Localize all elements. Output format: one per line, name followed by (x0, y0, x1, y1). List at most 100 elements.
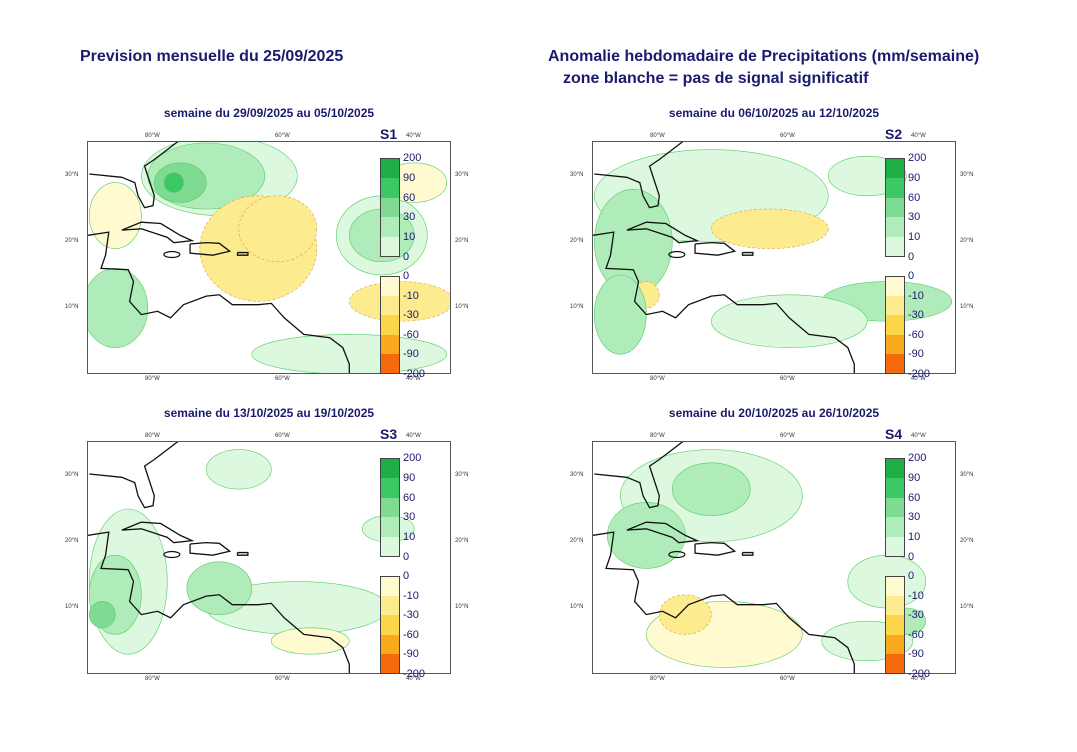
legend-swatch (381, 634, 399, 654)
legend-swatch (886, 159, 904, 179)
lon-tick-top: 40°W (911, 133, 926, 139)
coastline (89, 142, 179, 209)
anomaly-region (672, 462, 751, 516)
legend-label: 0 (403, 270, 410, 282)
legend-swatch (886, 236, 904, 256)
legend-label: -30 (908, 309, 924, 322)
lon-tick-top: 80°W (145, 433, 160, 439)
lat-tick-left: 10°N (65, 604, 79, 610)
legend-negative (885, 276, 905, 374)
anomaly-region (271, 627, 350, 655)
legend-label: 0 (908, 270, 915, 282)
panel-label: S3 (380, 426, 398, 442)
legend-label: -10 (403, 589, 419, 602)
legend-positive (885, 458, 905, 557)
coastline (121, 521, 195, 544)
lat-tick-right: 30°N (960, 172, 974, 178)
figure-note: zone blanche = pas de signal significati… (563, 70, 869, 87)
legend-swatch (886, 536, 904, 556)
lon-tick-bottom: 80°W (145, 376, 160, 382)
legend-swatch (886, 653, 904, 673)
legend-swatch (886, 217, 904, 237)
legend-label: 30 (908, 511, 921, 524)
lat-tick-right: 10°N (455, 604, 469, 610)
figure-title: Prevision mensuelle du 25/09/2025 (80, 48, 344, 65)
legend-swatch (381, 517, 399, 537)
legend-swatch (886, 497, 904, 518)
lat-tick-left: 20°N (65, 238, 79, 244)
legend-swatch (886, 197, 904, 218)
legend-swatch (381, 653, 399, 673)
legend-label: -60 (908, 628, 924, 641)
coastline (121, 221, 195, 244)
lon-tick-bottom: 80°W (650, 376, 665, 382)
lat-tick-right: 20°N (960, 538, 974, 544)
legend-swatch (381, 596, 399, 616)
legend-label: 0 (908, 551, 915, 563)
panel-title: semaine du 20/10/2025 au 26/10/2025 (668, 406, 880, 420)
lat-tick-left: 30°N (570, 172, 584, 178)
legend-swatch (381, 615, 399, 635)
lat-tick-right: 10°N (455, 304, 469, 310)
coastline (189, 541, 232, 556)
legend-swatch (381, 577, 399, 597)
coastline (236, 251, 249, 256)
panel-label: S4 (885, 426, 903, 442)
lat-tick-left: 20°N (570, 538, 584, 544)
legend-swatch (381, 478, 399, 498)
lat-tick-left: 30°N (570, 472, 584, 478)
legend-swatch (381, 459, 399, 479)
lon-tick-bottom: 40°W (911, 676, 926, 682)
legend-label: 90 (908, 171, 921, 184)
coastline (626, 221, 700, 244)
anomaly-region (349, 281, 450, 322)
legend-swatch (381, 497, 399, 518)
map-frame (592, 441, 956, 674)
legend-label: -30 (403, 309, 419, 322)
legend-label: -200 (908, 668, 931, 680)
lon-tick-bottom: 40°W (911, 376, 926, 382)
lat-tick-right: 30°N (455, 172, 469, 178)
legend-label: -200 (403, 668, 426, 680)
anomaly-region (88, 182, 142, 249)
coastline (88, 531, 350, 673)
legend-label: -30 (908, 609, 924, 622)
legend-label: -60 (403, 628, 419, 641)
figure-subtitle: Anomalie hebdomadaire de Precipitations … (548, 48, 980, 65)
lat-tick-right: 20°N (455, 238, 469, 244)
lat-tick-left: 30°N (65, 172, 79, 178)
coastline (236, 551, 249, 556)
anomaly-region (89, 601, 116, 629)
anomaly-region (711, 208, 829, 249)
lon-tick-top: 60°W (275, 133, 290, 139)
coastline (668, 250, 686, 259)
legend-swatch (886, 459, 904, 479)
lon-tick-top: 60°W (780, 133, 795, 139)
map-panel-s1: semaine du 29/09/2025 au 05/10/2025 S1 80… (0, 100, 505, 400)
panel-title: semaine du 13/10/2025 au 19/10/2025 (163, 406, 375, 420)
legend-swatch (381, 536, 399, 556)
lat-tick-left: 20°N (65, 538, 79, 544)
anomaly-region (593, 188, 673, 296)
legend-swatch (886, 478, 904, 498)
legend-label: -60 (403, 328, 419, 341)
lat-tick-left: 10°N (570, 304, 584, 310)
lon-tick-bottom: 60°W (275, 676, 290, 682)
legend-swatch (381, 217, 399, 237)
lat-tick-left: 20°N (570, 238, 584, 244)
lon-tick-bottom: 40°W (406, 676, 421, 682)
legend-label: 60 (908, 191, 921, 204)
legend-swatch (886, 277, 904, 297)
legend-label: -10 (908, 589, 924, 602)
legend-label: 30 (403, 511, 416, 524)
lon-tick-bottom: 40°W (406, 376, 421, 382)
map-panel-s4: semaine du 20/10/2025 au 26/10/2025 S4 80… (505, 400, 1010, 700)
legend-swatch (381, 159, 399, 179)
panel-label: S1 (380, 126, 398, 142)
coastline (741, 551, 754, 556)
lon-tick-bottom: 80°W (145, 676, 160, 682)
legend-label: 30 (403, 211, 416, 224)
legend-swatch (886, 634, 904, 654)
coastline (741, 251, 754, 256)
